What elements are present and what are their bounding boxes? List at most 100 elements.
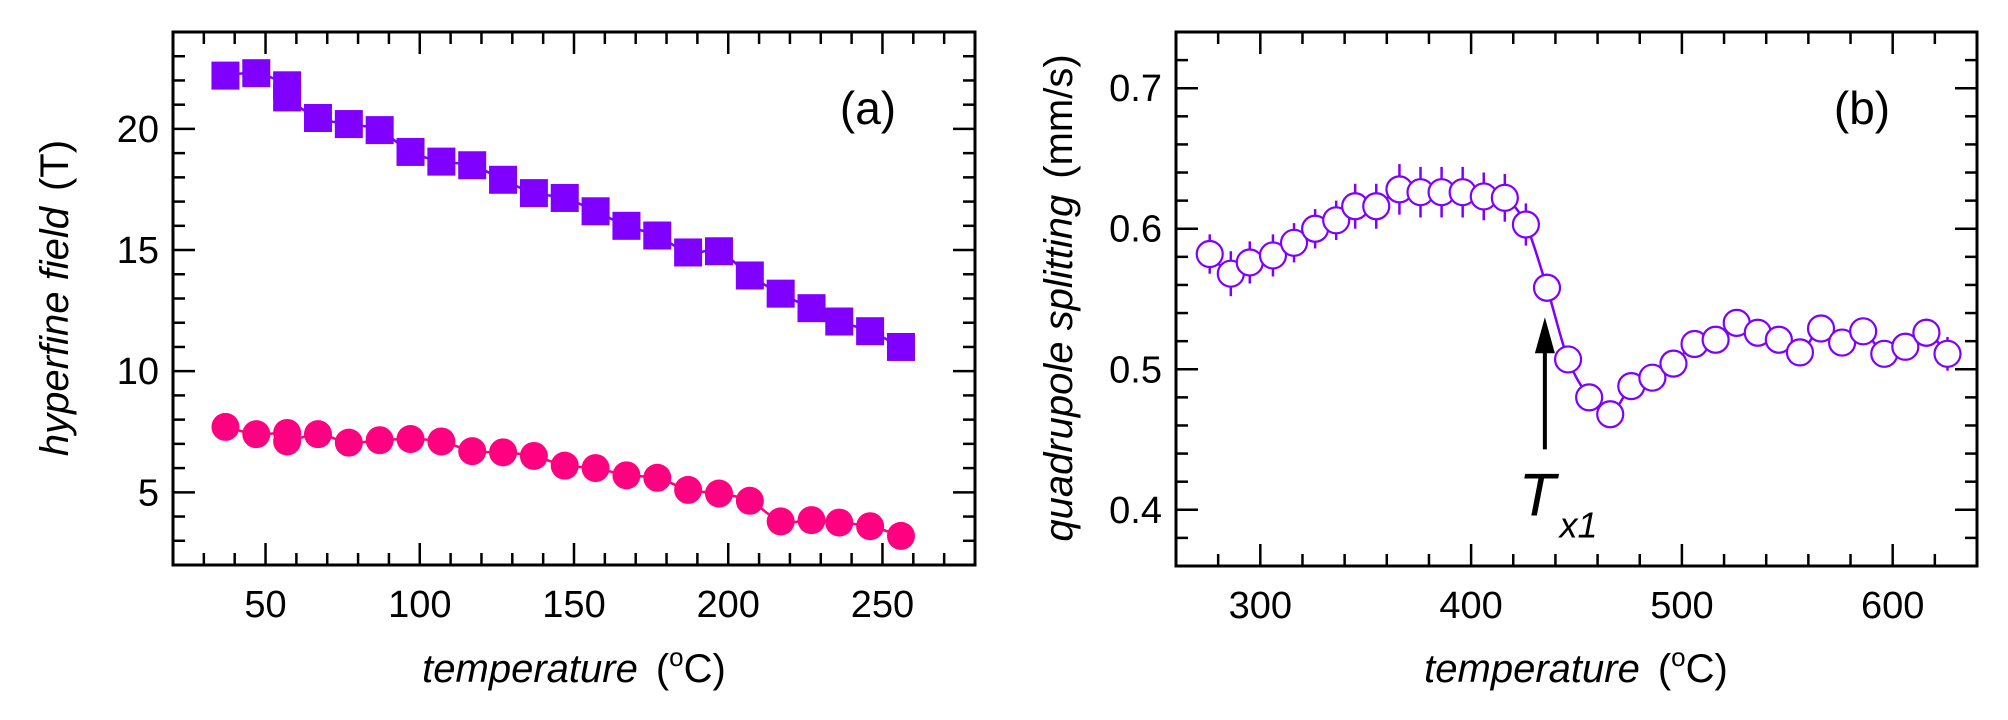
panel-b-y-tick-label: 0.5 (1109, 349, 1162, 391)
panel-b-series-0-point (1362, 192, 1391, 221)
panel-a-series-0-point (886, 332, 915, 361)
panel-b-x-axis-unit-open: ( (1658, 647, 1672, 691)
panel-a-series-1-point (242, 420, 271, 449)
panel-a-series-1-point (766, 507, 795, 536)
panel-a-y-tick-label: 5 (138, 472, 159, 514)
panel-a-series-1-point (581, 454, 610, 483)
panel-b-series-0-point (1806, 314, 1836, 343)
panel-a-x-tick-label: 150 (542, 584, 605, 626)
panel-a-x-tick-label: 250 (851, 584, 914, 626)
panel-b-label: (b) (1834, 82, 1890, 134)
panel-a-y-tick-label: 20 (117, 109, 159, 151)
panel-b-x-tick-label: 500 (1650, 585, 1713, 627)
panel-a-series-0-point (489, 165, 518, 194)
panel-a-series-1-point (334, 428, 363, 457)
panel-a-x-axis-title-text: temperature (422, 647, 638, 691)
panel-a-series-1-point (886, 521, 915, 550)
panel-a-marks (211, 59, 915, 550)
panel-a-series-1-point (458, 437, 487, 466)
panel-b-series-0-point (1849, 317, 1878, 346)
panel-b-series-0-point (1659, 349, 1688, 378)
panel-a: 50 100 150 200 250 5 10 15 20 (a) temperature (oC… (33, 30, 977, 691)
panel-a-series-0-point (211, 61, 240, 90)
panel-a-series-1-point (674, 475, 703, 504)
panel-a-label: (a) (840, 82, 896, 134)
panel-b-series-0-point (1258, 241, 1288, 270)
panel-a-series-1-point (365, 426, 394, 455)
panel-a-y-axis-unit: (T) (33, 140, 77, 191)
panel-b-y-axis-unit: (mm/s) (1037, 54, 1081, 178)
panel-b-y-tick-label: 0.6 (1109, 209, 1162, 251)
panel-b-series-0-point (1701, 325, 1730, 354)
panel-a-series-0-point (643, 221, 672, 250)
panel-b-series-0-point (1891, 332, 1920, 361)
panel-a-ticks (173, 32, 975, 565)
panel-b-x-axis-unit-rest: C) (1686, 647, 1728, 691)
panel-a-series-1-point (643, 463, 672, 492)
panel-a-y-axis-title-text: hyperfine field (33, 205, 77, 456)
panel-b-series-0-point (1553, 345, 1583, 374)
panel-a-y-tick-label: 15 (117, 230, 159, 272)
panel-a-series-1-point (273, 427, 302, 456)
panel-a-series-0-point (396, 137, 425, 166)
panel-a-series-0-point (273, 83, 302, 112)
panel-b-x-axis-title: temperature (oC) (1424, 642, 1728, 691)
panel-b-x-tick-label: 600 (1861, 585, 1924, 627)
panel-a-x-axis-unit-open: ( (656, 647, 670, 691)
panel-a-series-0-point (458, 151, 487, 180)
panel-a-series-0-point (550, 183, 579, 212)
panel-a-y-axis-title: hyperfine field (T) (33, 140, 77, 456)
panel-a-tick-labels: 50 100 150 200 250 5 10 15 20 (117, 109, 914, 626)
panel-b-y-tick-label: 0.4 (1109, 490, 1162, 532)
panel-a-series-1-point (612, 461, 641, 490)
panel-a-series-0-point (334, 110, 363, 139)
panel-a-series-1-point (211, 412, 240, 441)
panel-a-series-0-point (427, 147, 456, 176)
panel-b-series-0-point (1511, 210, 1541, 239)
panel-a-x-axis-unit-rest: C) (684, 647, 726, 691)
panel-a-series-1-point (519, 441, 548, 470)
panel-a-series-1-point (856, 512, 885, 541)
panel-b-y-axis-title: quadrupole splitting (mm/s) (1037, 54, 1081, 541)
panel-b-tick-labels: 300 400 500 600 0.4 0.5 0.6 0.7 (1109, 68, 1924, 627)
panel-a-series-0-point (766, 279, 795, 308)
panel-b-series-0-point (1575, 383, 1604, 412)
arrow-head-icon (1534, 317, 1555, 354)
panel-a-series-0-point (365, 116, 394, 145)
panel-a-series-0-point (674, 238, 703, 267)
panel-a-series-0-point (735, 261, 764, 290)
panel-a-series-0-point (581, 197, 610, 226)
panel-a-series-1-point (489, 438, 518, 467)
panel-a-series-0-point (519, 179, 548, 208)
panel-b-series-0-point (1638, 363, 1667, 392)
panel-b-series-0-point (1532, 273, 1562, 302)
panel-b-series-0-point (1764, 325, 1793, 354)
panel-b: 300 400 500 600 0.4 0.5 0.6 0.7 (b) temperature… (1037, 30, 1979, 691)
panel-a-series-1-point (427, 427, 456, 456)
panel-b-x-tick-label: 400 (1439, 585, 1502, 627)
panel-b-y-tick-label: 0.7 (1109, 68, 1162, 110)
panel-b-series-0-point (1195, 239, 1224, 269)
panel-b-x-tick-label: 300 (1229, 585, 1292, 627)
panel-b-series-0-point (1912, 318, 1941, 347)
panel-a-series-0-point (303, 104, 332, 133)
panel-a-series-1-point (825, 508, 854, 537)
panel-b-plot-frame (1174, 30, 1979, 568)
panel-b-series-0-point (1933, 339, 1962, 368)
panel-b-series-0-point (1490, 183, 1519, 212)
panel-a-series-0-point (856, 317, 885, 346)
panel-b-series-0-point (1279, 228, 1309, 257)
panel-a-series-0-point (612, 211, 641, 240)
panel-b-ticks (1176, 32, 1977, 566)
panel-a-x-tick-label: 50 (244, 584, 286, 626)
panel-b-x-axis-title-text: temperature (1424, 647, 1640, 691)
panel-a-series-0-point (797, 294, 826, 323)
panel-a-series-0-point (704, 237, 733, 266)
panel-a-series-1-point (797, 506, 826, 535)
panel-a-series-1-point (704, 479, 733, 508)
panel-b-series-0-point (1322, 206, 1351, 235)
panel-a-series-1-point (550, 451, 579, 480)
panel-a-x-tick-label: 100 (388, 584, 451, 626)
